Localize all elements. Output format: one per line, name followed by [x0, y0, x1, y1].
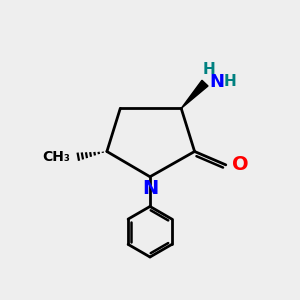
Text: CH₃: CH₃ [42, 150, 70, 164]
Text: H: H [203, 62, 216, 77]
Polygon shape [181, 80, 208, 108]
Text: N: N [142, 179, 158, 198]
Text: O: O [232, 155, 248, 174]
Text: H: H [224, 74, 236, 89]
Text: N: N [209, 73, 224, 91]
